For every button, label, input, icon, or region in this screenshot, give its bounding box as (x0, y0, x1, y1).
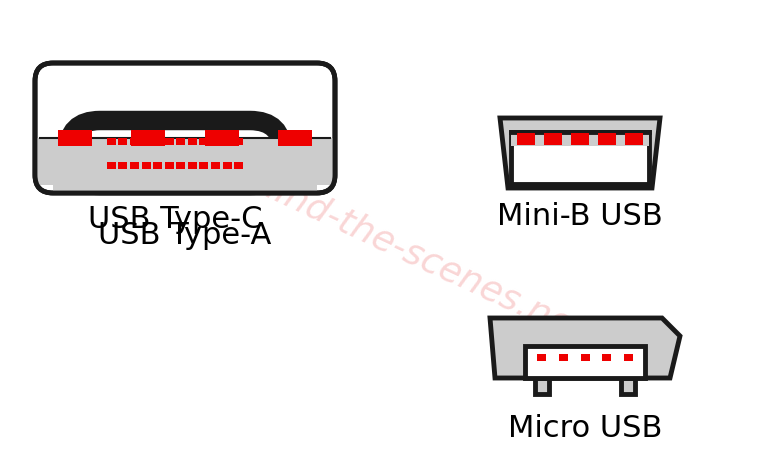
Bar (153, 138, 162, 145)
Bar (625, 133, 643, 145)
Text: Mini-B USB: Mini-B USB (497, 202, 663, 231)
Bar (602, 354, 611, 361)
Bar (624, 354, 633, 361)
Bar (200, 161, 208, 168)
Bar (188, 138, 197, 145)
Bar (53, 139, 317, 193)
Bar (223, 161, 232, 168)
Bar (571, 133, 589, 145)
Text: behind-the-scenes.net: behind-the-scenes.net (210, 147, 591, 349)
Bar (278, 131, 312, 146)
Bar (200, 138, 208, 145)
Bar (141, 138, 151, 145)
Text: USB Type-A: USB Type-A (98, 221, 272, 250)
Bar (211, 161, 220, 168)
Bar (118, 161, 127, 168)
Bar (141, 161, 151, 168)
Bar (164, 138, 174, 145)
Bar (35, 139, 335, 185)
Bar (164, 161, 174, 168)
Bar (177, 161, 185, 168)
Bar (234, 161, 243, 168)
Bar (130, 138, 139, 145)
Bar (58, 131, 92, 146)
Bar (153, 161, 162, 168)
Polygon shape (490, 318, 680, 378)
Polygon shape (500, 118, 660, 188)
Bar (525, 346, 645, 378)
Bar (223, 138, 232, 145)
Bar (598, 133, 616, 145)
Bar (188, 161, 197, 168)
Bar (517, 133, 535, 145)
Bar (511, 132, 649, 146)
Bar (130, 161, 139, 168)
Bar (211, 138, 220, 145)
Bar (234, 138, 243, 145)
Bar (621, 378, 635, 394)
Bar (538, 354, 546, 361)
Text: USB Type-C: USB Type-C (88, 205, 262, 234)
Bar (107, 138, 116, 145)
FancyBboxPatch shape (35, 63, 335, 193)
FancyBboxPatch shape (68, 120, 283, 185)
Text: Micro USB: Micro USB (508, 414, 662, 443)
Bar (204, 131, 239, 146)
Bar (131, 131, 165, 146)
Bar (544, 133, 562, 145)
Bar (559, 354, 568, 361)
Bar (581, 354, 590, 361)
Bar (107, 161, 116, 168)
Bar (535, 378, 549, 394)
Bar (118, 138, 127, 145)
Bar (177, 138, 185, 145)
Bar (511, 132, 649, 184)
